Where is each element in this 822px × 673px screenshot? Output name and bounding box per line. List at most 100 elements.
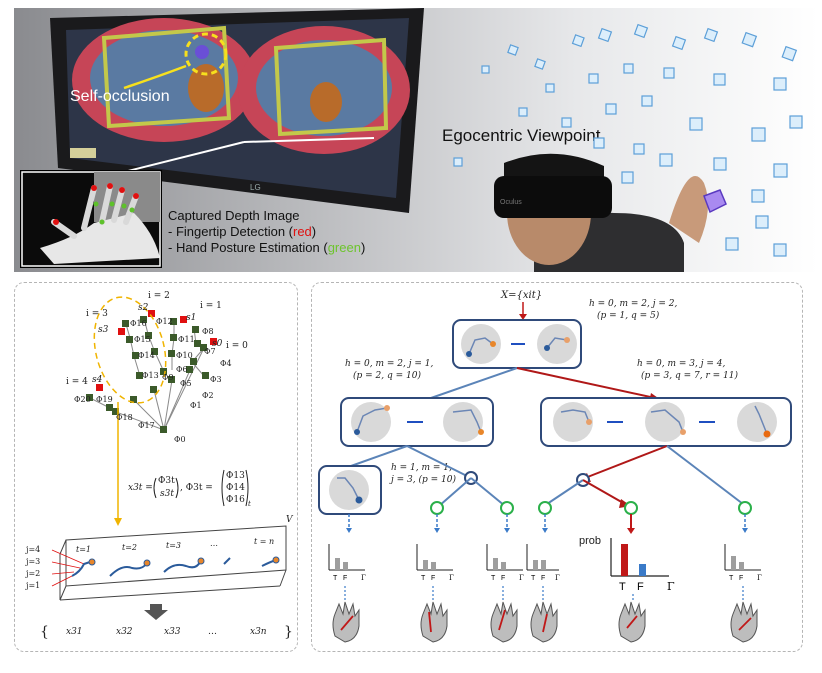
tv-brand: LG <box>250 183 261 192</box>
svg-text:, Φ3t =: , Φ3t = <box>180 483 213 493</box>
time-label: t=3 <box>166 541 181 550</box>
phi-label: Φ13 <box>142 371 159 380</box>
selected-leaf-histogram: prob T F Γ <box>579 535 675 593</box>
svg-text:Φ14: Φ14 <box>226 483 245 493</box>
svg-text:s3t: s3t <box>160 489 174 499</box>
j-label: j=2 <box>25 569 40 578</box>
svg-text:T: T <box>421 575 426 582</box>
fingertip-line: - Fingertip Detection (red) <box>168 224 317 239</box>
phi-label: Φ19 <box>96 395 113 404</box>
phi-label: Φ5 <box>180 379 192 388</box>
svg-text:T: T <box>531 575 536 582</box>
i-label-4: i = 4 <box>66 377 88 387</box>
svg-text:t: t <box>248 500 251 508</box>
phi-label: Φ1 <box>190 401 202 410</box>
phi-label: Φ3 <box>210 375 222 384</box>
svg-text:x3n: x3n <box>250 627 267 637</box>
svg-text:prob: prob <box>579 535 601 547</box>
hmd-headset <box>494 176 612 218</box>
person-with-hmd: Oculus <box>494 153 708 272</box>
svg-text:F: F <box>431 575 435 582</box>
hand-icon <box>490 601 518 643</box>
phi-label: Φ0 <box>174 435 186 444</box>
right-node-params: h = 0, m = 3, j = 4, <box>637 359 726 369</box>
svg-text:Γ: Γ <box>757 574 762 582</box>
s-label-3: s3 <box>98 325 109 335</box>
svg-text:T: T <box>333 575 338 582</box>
i-label-2: i = 2 <box>148 291 170 301</box>
grabbed-cube <box>703 189 727 214</box>
time-label: t = n <box>254 537 274 546</box>
phi-label: Φ11 <box>178 335 195 344</box>
fingertip-markers <box>96 310 217 391</box>
hand-icon <box>332 601 360 643</box>
tree-edge-active <box>516 367 656 399</box>
phi-label: Φ7 <box>204 347 216 356</box>
leaf-node-green <box>500 501 514 515</box>
phi-label: Φ2 <box>202 391 214 400</box>
left-node-params: (p = 2, q = 10) <box>353 370 421 381</box>
state-equation: x3t = Φ3t s3t , Φ3t = Φ13 Φ14 Φ16 t <box>128 469 251 508</box>
tv-monitor: LG <box>50 8 424 213</box>
s-label-1: s1 <box>186 313 196 323</box>
phi-label: Φ17 <box>138 421 155 430</box>
hand-model-panel <box>14 282 298 652</box>
svg-text:Γ: Γ <box>449 574 454 582</box>
i-label-1: i = 1 <box>200 301 222 311</box>
svg-text:T: T <box>729 575 734 582</box>
volume-label: V <box>286 515 294 525</box>
svg-text:F: F <box>541 575 545 582</box>
floating-cubes <box>453 23 803 257</box>
svg-text:{: { <box>40 624 49 640</box>
phi-label: Φ12 <box>156 317 173 326</box>
phi-label: Φ8 <box>202 327 214 336</box>
photo-panel: LG Self-occlusion Egocentric Viewpoint O… <box>14 8 818 272</box>
i-label-3: i = 3 <box>86 309 108 319</box>
phi-label: Φ16 <box>130 319 147 328</box>
self-occlusion-marker <box>184 32 228 76</box>
decision-tree-diagram: X={xit} h = 0, m = 2, j = 2, (p = 1, q =… <box>318 290 792 643</box>
depth-inset <box>20 170 162 268</box>
svg-text:x31: x31 <box>66 627 83 637</box>
hand-icon <box>420 601 448 643</box>
leaf-params: h = 1, m = 1, <box>391 463 452 473</box>
svg-text:F: F <box>343 575 347 582</box>
svg-text:x33: x33 <box>164 627 181 637</box>
time-label: t=2 <box>122 543 137 552</box>
phi-label: Φ6 <box>176 365 188 374</box>
svg-text:Φ13: Φ13 <box>226 471 245 481</box>
down-arrow-icon <box>144 604 168 620</box>
input-label: X={xit} <box>500 290 542 301</box>
decision-tree-panel <box>311 282 803 652</box>
svg-text:Γ: Γ <box>519 574 524 582</box>
leaf-node-green <box>538 501 552 515</box>
phi-label: Φ9 <box>162 373 174 382</box>
svg-text:T: T <box>491 575 496 582</box>
s-label-4: s4 <box>92 375 103 385</box>
depth-caption: Captured Depth Image - Fingertip Detecti… <box>168 208 468 256</box>
phi-label: Φ15 <box>134 335 151 344</box>
svg-text:x3t =: x3t = <box>128 483 153 493</box>
leaf-histograms: T F Γ T F Γ T F Γ T F Γ T <box>328 535 762 593</box>
leaf-params: j = 3, (p = 10) <box>389 474 456 485</box>
leaf-node-green <box>624 501 638 515</box>
root-params: h = 0, m = 2, j = 2, <box>589 299 678 309</box>
svg-text:}: } <box>284 624 293 640</box>
trajectory-volume <box>59 525 287 601</box>
finger-trajectories <box>71 557 277 577</box>
joint-markers <box>86 316 209 433</box>
hmd-brand: Oculus <box>500 199 522 206</box>
svg-text:F: F <box>501 575 505 582</box>
time-label: … <box>210 539 218 548</box>
s-label-2: s2 <box>138 303 149 313</box>
svg-text:F: F <box>739 575 743 582</box>
phi-label: Φ14 <box>138 351 155 360</box>
hand-icon <box>618 601 646 643</box>
leaf-node-green <box>738 501 752 515</box>
hand-icon <box>730 601 758 643</box>
self-occlusion-label: Self-occlusion <box>70 88 170 105</box>
svg-text:Γ: Γ <box>361 574 366 582</box>
svg-text:x32: x32 <box>116 627 133 637</box>
left-node-params: h = 0, m = 2, j = 1, <box>345 359 434 369</box>
time-label: t=1 <box>76 545 91 554</box>
